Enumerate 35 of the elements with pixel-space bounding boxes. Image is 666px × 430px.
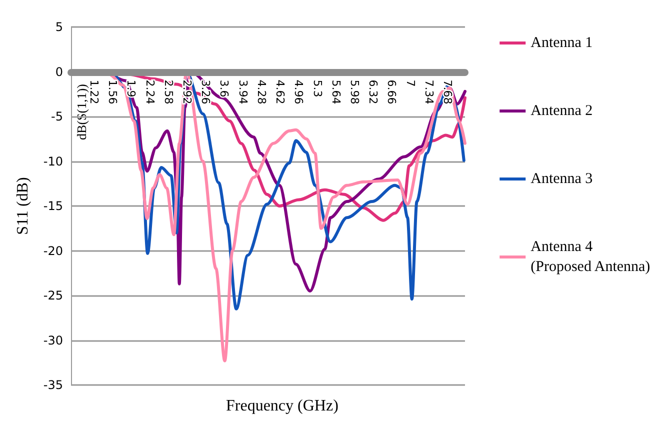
x-tick-label: 2.24 bbox=[143, 80, 156, 104]
x-tick-label: 5.64 bbox=[329, 80, 342, 104]
x-tick-label: 5.3 bbox=[310, 80, 324, 98]
y-tick-label: -5 bbox=[51, 110, 63, 124]
legend-label: Antenna 1 bbox=[530, 35, 593, 51]
x-tick-label: 5.98 bbox=[348, 80, 361, 104]
x-axis-title: Frequency (GHz) bbox=[226, 398, 338, 414]
x-tick-label: 1.56 bbox=[106, 80, 120, 104]
y-tick-label: 5 bbox=[55, 20, 63, 34]
x-tick-label: 2.92 bbox=[180, 80, 194, 104]
y-axis-title: S11 (dB) bbox=[14, 177, 32, 235]
y-tick-label: -20 bbox=[43, 244, 63, 258]
x-tick-label: 6.32 bbox=[366, 80, 380, 104]
y-tick-label: -10 bbox=[43, 154, 63, 168]
y-tick-label: -30 bbox=[43, 333, 63, 348]
x-tick-label: 3.94 bbox=[236, 80, 250, 104]
x-tick-label: 7.68 bbox=[440, 80, 454, 104]
annotation: dB(S(1,1)) bbox=[74, 84, 89, 140]
x-tick-label: 7 bbox=[404, 80, 417, 87]
x-tick-label: 6.66 bbox=[385, 80, 398, 104]
y-tick-label: -25 bbox=[43, 288, 63, 302]
x-tick-label: 4.62 bbox=[274, 80, 287, 104]
x-tick-label: 3.26 bbox=[199, 80, 212, 104]
legend-label: Antenna 4 (Proposed Antenna) bbox=[530, 239, 650, 275]
legend-label: Antenna 3 bbox=[530, 171, 593, 187]
y-tick-label: -15 bbox=[43, 199, 63, 213]
x-tick-label: 4.96 bbox=[292, 80, 306, 104]
y-tick-label: 0 bbox=[55, 64, 63, 79]
x-tick-label: 3.6 bbox=[218, 80, 231, 98]
y-tick-label: -35 bbox=[43, 378, 63, 392]
x-tick-label: 2.58 bbox=[162, 80, 175, 104]
x-tick-label: 7.34 bbox=[422, 80, 436, 104]
legend-label: Antenna 2 bbox=[530, 103, 593, 119]
x-tick-label: 1.9 bbox=[124, 80, 138, 98]
x-tick-label: 4.28 bbox=[254, 80, 268, 104]
